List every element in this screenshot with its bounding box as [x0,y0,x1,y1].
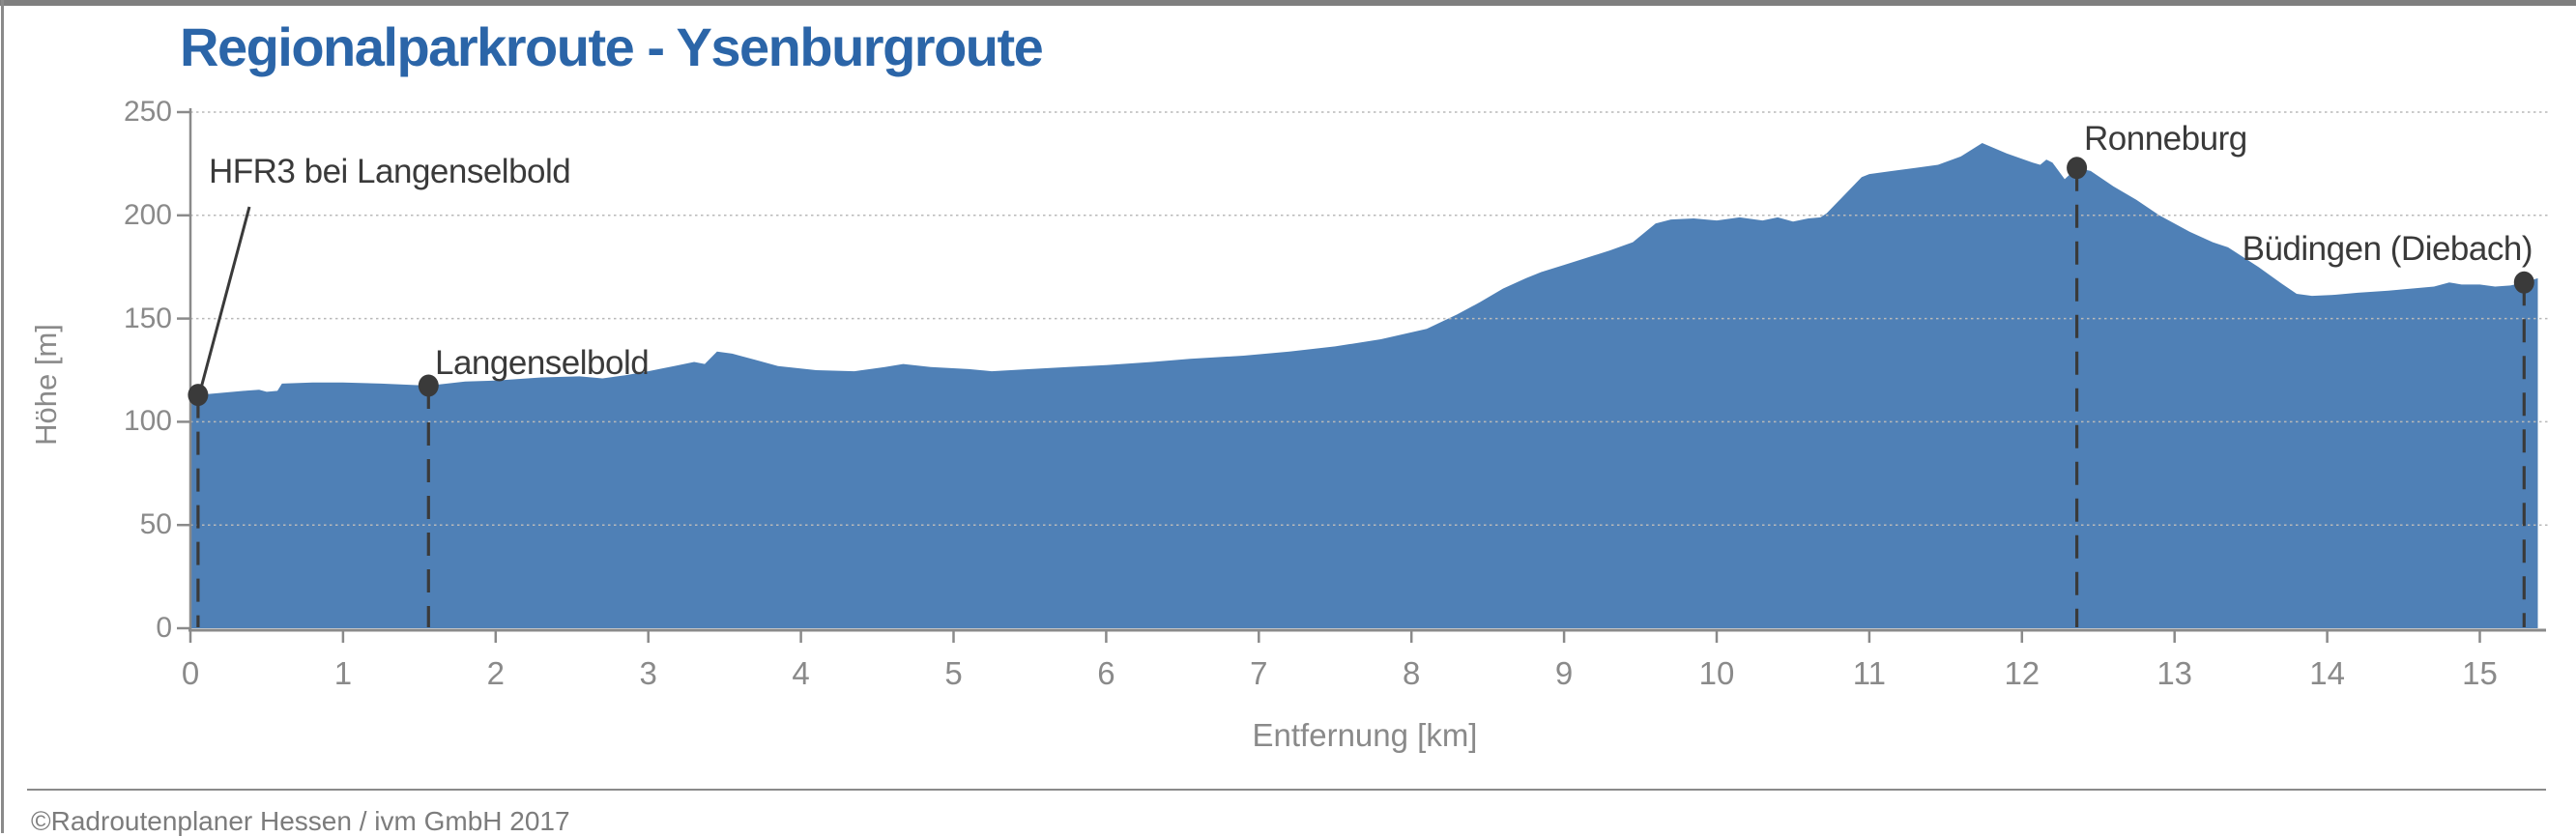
x-tick-label-8: 8 [1403,655,1421,691]
marker-dot-3 [2513,271,2534,294]
x-tick-label-0: 0 [181,655,200,691]
x-tick-label-4: 4 [792,655,810,691]
x-tick-label-6: 6 [1097,655,1115,691]
x-tick-label-1: 1 [333,655,353,691]
marker-dot-2 [2067,157,2088,180]
y-tick-label-200: 200 [123,198,172,231]
y-tick-label-250: 250 [123,96,172,128]
y-tick-label-0: 0 [156,612,172,644]
axes-and-ticks [177,108,2546,643]
x-tick-label-14: 14 [2309,655,2345,691]
x-tick-label-2: 2 [486,655,505,691]
x-tick-label-12: 12 [2004,655,2041,691]
x-tick-label-11: 11 [1852,655,1887,691]
x-tick-label-15: 15 [2462,655,2498,691]
marker-label-hfr3: HFR3 bei Langenselbold [209,153,571,190]
marker-label-ronneburg: Ronneburg [2084,120,2247,158]
x-tick-label-5: 5 [944,655,963,691]
hfr3-leader-line [198,206,251,392]
x-tick-label-13: 13 [2156,655,2193,691]
y-tick-label-150: 150 [123,302,172,334]
x-tick-label-9: 9 [1554,655,1574,691]
footer-divider [27,789,2546,791]
y-tick-label-100: 100 [123,405,172,438]
x-tick-label-10: 10 [1698,655,1735,691]
x-tick-label-3: 3 [639,655,657,691]
route-markers [188,157,2534,627]
x-tick-label-7: 7 [1250,655,1268,691]
x-axis-title: Entfernung [km] [1252,717,1478,753]
left-border-line [1,0,4,833]
marker-dot-1 [418,374,439,397]
page-title: Regionalparkroute - Ysenburgroute [180,16,1044,77]
footer-credit: ©Radroutenplaner Hessen / ivm GmbH 2017 [31,806,570,836]
y-tick-label-50: 50 [139,508,172,541]
gridlines [190,111,2548,526]
y-axis-title: Höhe [m] [29,324,63,446]
marker-label-buedingen: Büdingen (Diebach) [2242,230,2533,268]
marker-label-langenselbold: Langenselbold [435,344,650,382]
marker-dot-0 [188,384,209,407]
top-border-bar [0,0,2576,6]
elevation-area-fill [190,143,2538,628]
